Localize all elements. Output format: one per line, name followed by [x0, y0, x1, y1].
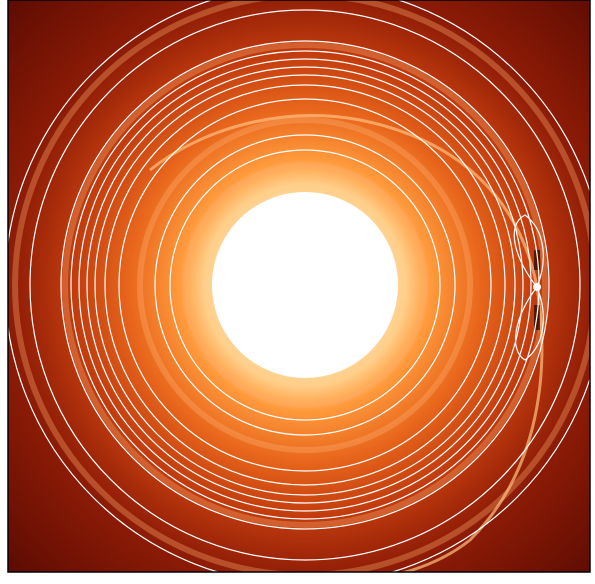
image-area — [8, 0, 590, 572]
density-rings — [12, 0, 590, 572]
spiral-wakes — [149, 114, 544, 572]
inner-cavity — [212, 192, 398, 378]
planet — [533, 283, 541, 291]
frame-border — [7, 0, 591, 573]
contour-lines — [8, 0, 590, 572]
